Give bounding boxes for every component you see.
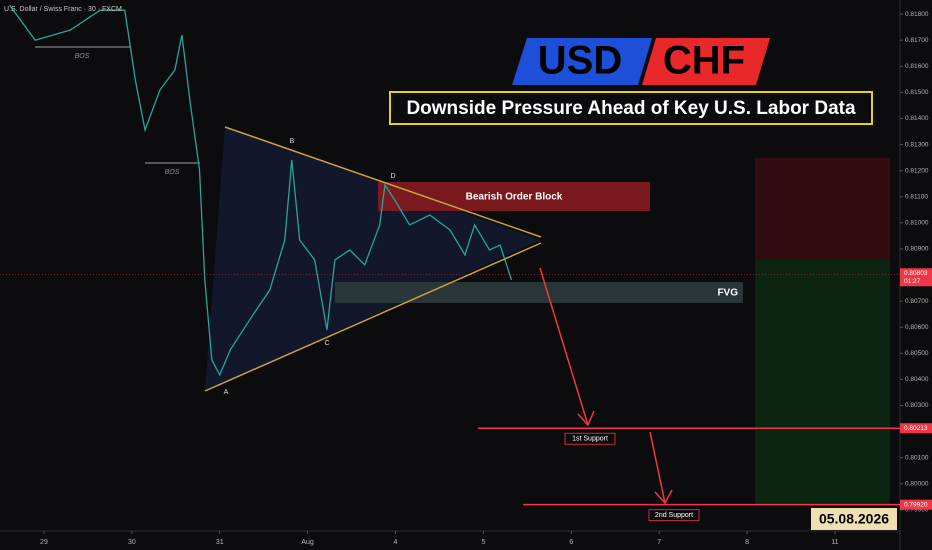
arrows bbox=[539, 267, 673, 505]
symbol-title: U.S. Dollar / Swiss Franc · 30 · FXCM bbox=[4, 6, 122, 13]
x-tick-label: 7 bbox=[657, 539, 661, 546]
logo-left-bg bbox=[512, 38, 652, 85]
support-label: 2nd Support bbox=[655, 512, 693, 519]
date-badge: 05.08.2026 bbox=[819, 511, 889, 527]
price-tag: 0.79920 bbox=[904, 501, 928, 508]
x-tick-label: 5 bbox=[481, 539, 485, 546]
support-label-bg bbox=[564, 432, 616, 445]
arrow bbox=[539, 267, 589, 426]
price-tag-bg bbox=[900, 423, 932, 434]
arrow-head bbox=[577, 410, 595, 427]
triangle-upper bbox=[224, 126, 542, 238]
y-tick-label: 0.79900 bbox=[905, 507, 929, 514]
bos-label: BOS bbox=[165, 169, 180, 176]
y-tick-label: 0.80300 bbox=[905, 402, 929, 409]
date-badge-bg bbox=[811, 508, 897, 530]
x-tick-label: 31 bbox=[216, 539, 224, 546]
x-tick-label: 8 bbox=[745, 539, 749, 546]
target-zone bbox=[755, 260, 890, 505]
y-tick-label: 0.81600 bbox=[905, 63, 929, 70]
support-label-bg bbox=[648, 509, 700, 522]
subtitle-box bbox=[389, 91, 873, 125]
x-tick-label: 29 bbox=[40, 539, 48, 546]
logo-right-bg bbox=[642, 38, 770, 85]
subtitle: Downside Pressure Ahead of Key U.S. Labo… bbox=[406, 98, 856, 119]
y-tick-label: 0.81500 bbox=[905, 89, 929, 96]
y-tick-label: 0.81200 bbox=[905, 167, 929, 174]
arrow-head bbox=[654, 489, 673, 505]
y-tick-label: 0.81000 bbox=[905, 220, 929, 227]
bos-label: BOS bbox=[75, 53, 90, 60]
y-tick-label: 0.80700 bbox=[905, 298, 929, 305]
y-tick-label: 0.80500 bbox=[905, 350, 929, 357]
x-tick-label: 11 bbox=[831, 539, 838, 546]
fvg-zone bbox=[335, 282, 743, 303]
stop-zone bbox=[755, 158, 890, 260]
logo-right: CHF bbox=[663, 39, 745, 83]
price-tag: 0.80213 bbox=[904, 425, 928, 432]
y-tick-label: 0.80100 bbox=[905, 454, 929, 461]
x-tick-label: 6 bbox=[569, 539, 573, 546]
price-line bbox=[9, 4, 513, 377]
data-layer bbox=[0, 4, 900, 377]
y-tick-label: 0.80400 bbox=[905, 376, 929, 383]
y-tick-label: 0.81300 bbox=[905, 141, 929, 148]
y-tick-label: 0.81800 bbox=[905, 11, 929, 18]
y-tick-label: 0.80900 bbox=[905, 246, 929, 253]
arrow bbox=[649, 431, 666, 504]
y-tick-label: 0.81100 bbox=[905, 193, 928, 200]
price-tag-bg bbox=[900, 499, 932, 510]
x-tick-label: 30 bbox=[128, 539, 136, 546]
y-tick-label: 0.81700 bbox=[905, 37, 929, 44]
x-tick-label: 4 bbox=[394, 539, 398, 546]
y-tick-label: 0.81400 bbox=[905, 115, 929, 122]
x-tick-label: Aug bbox=[301, 539, 314, 546]
support-label: 1st Support bbox=[572, 436, 608, 443]
countdown: 01:27 bbox=[904, 278, 921, 285]
triangle-lower bbox=[204, 242, 542, 392]
y-tick-label: 0.80000 bbox=[905, 481, 929, 488]
point-label: D bbox=[390, 173, 395, 180]
point-label: B bbox=[290, 138, 295, 145]
current-price: 0.80803 bbox=[904, 270, 928, 277]
order-block-label: Bearish Order Block bbox=[466, 192, 563, 203]
y-tick-label: 0.80600 bbox=[905, 324, 929, 331]
logo-left: USD bbox=[538, 39, 622, 83]
fvg-label: FVG bbox=[717, 288, 738, 299]
point-label: C bbox=[324, 340, 329, 347]
current-price-bg bbox=[900, 268, 932, 287]
point-label: A bbox=[224, 389, 229, 396]
